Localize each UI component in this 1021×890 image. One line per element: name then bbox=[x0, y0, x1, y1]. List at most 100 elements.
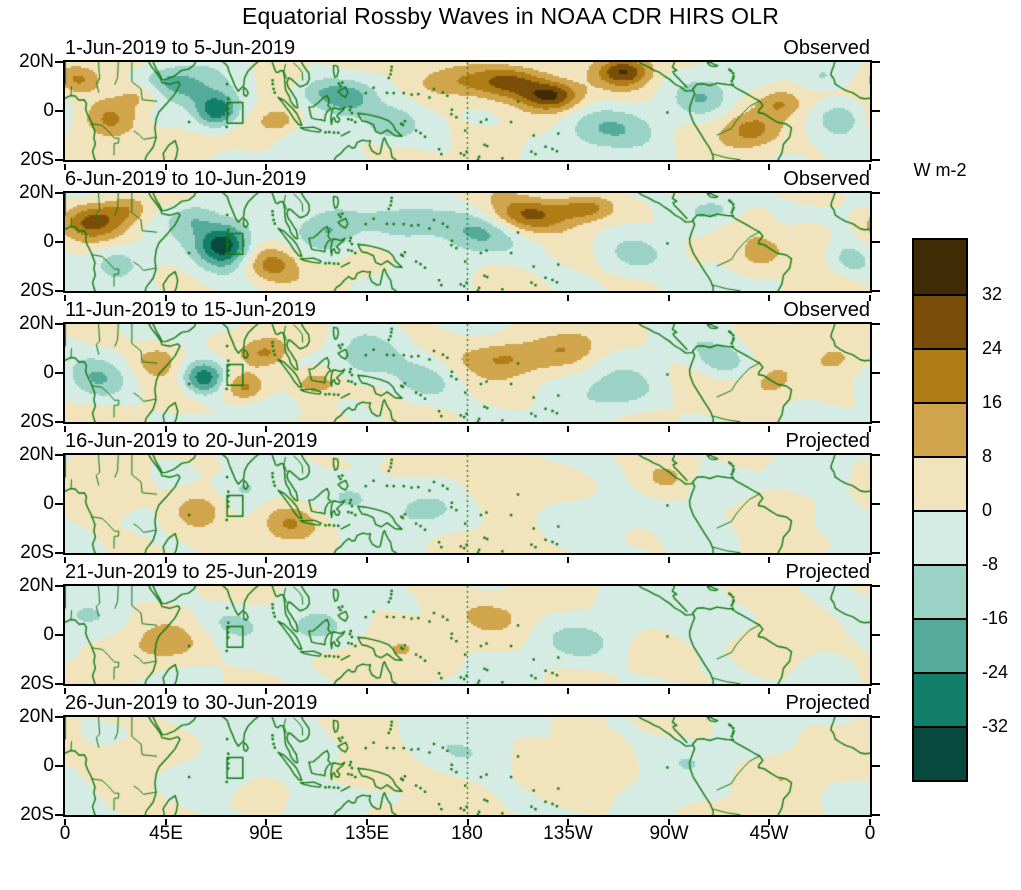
axis-tick bbox=[872, 323, 880, 325]
colorbar-block-7 bbox=[914, 618, 966, 672]
axis-tick bbox=[668, 819, 670, 825]
panel-5: 21-Jun-2019 to 25-Jun-2019 Projected 20N… bbox=[0, 560, 1021, 694]
panel-4-labels: 16-Jun-2019 to 20-Jun-2019 Projected bbox=[65, 429, 870, 453]
axis-tick bbox=[668, 295, 670, 301]
x-tick-label: 180 bbox=[451, 823, 483, 844]
map-frame bbox=[63, 322, 872, 424]
axis-tick bbox=[265, 426, 267, 432]
x-tick-label: 45E bbox=[149, 823, 183, 844]
axis-tick bbox=[872, 372, 880, 374]
axis-tick bbox=[872, 552, 880, 554]
axis-tick bbox=[872, 159, 880, 161]
axis-tick bbox=[265, 688, 267, 694]
panel-5-date-range: 21-Jun-2019 to 25-Jun-2019 bbox=[65, 561, 318, 583]
axis-tick bbox=[869, 295, 871, 301]
axis-tick bbox=[55, 192, 63, 194]
axis-tick bbox=[265, 819, 267, 825]
axis-tick bbox=[55, 454, 63, 456]
axis-tick bbox=[366, 426, 368, 432]
olr-anomaly-map-3 bbox=[65, 324, 870, 422]
x-tick-label: 135W bbox=[543, 823, 593, 844]
panel-2: 6-Jun-2019 to 10-Jun-2019 Observed 20N 0… bbox=[0, 167, 1021, 301]
axis-tick bbox=[872, 241, 880, 243]
axis-tick bbox=[768, 426, 770, 432]
colorbar-block-8 bbox=[914, 672, 966, 726]
y-tick-label-0: 0 bbox=[43, 100, 54, 121]
panel-2-date-range: 6-Jun-2019 to 10-Jun-2019 bbox=[65, 168, 307, 190]
y-tick-label-0: 0 bbox=[43, 362, 54, 383]
olr-anomaly-map-6 bbox=[65, 717, 870, 815]
axis-tick bbox=[366, 295, 368, 301]
axis-tick bbox=[872, 290, 880, 292]
axis-tick bbox=[467, 819, 469, 825]
axis-tick bbox=[872, 192, 880, 194]
axis-tick bbox=[55, 372, 63, 374]
colorbar-tick-label: 8 bbox=[982, 446, 993, 466]
axis-tick bbox=[869, 164, 871, 170]
panel-4-date-range: 16-Jun-2019 to 20-Jun-2019 bbox=[65, 430, 318, 452]
map-frame bbox=[63, 60, 872, 162]
colorbar-tick-label: -24 bbox=[982, 662, 1009, 682]
axis-tick bbox=[567, 688, 569, 694]
panel-6: 26-Jun-2019 to 30-Jun-2019 Projected 20N… bbox=[0, 691, 1021, 825]
y-tick-label-20s: 20S bbox=[20, 673, 54, 694]
y-tick-label-20n: 20N bbox=[19, 182, 54, 203]
x-tick-label: 90E bbox=[249, 823, 283, 844]
axis-tick bbox=[567, 819, 569, 825]
colorbar-tick-label: 32 bbox=[982, 284, 1003, 304]
panel-6-labels: 26-Jun-2019 to 30-Jun-2019 Projected bbox=[65, 691, 870, 715]
colorbar-tick-label: -32 bbox=[982, 716, 1009, 736]
y-tick-label-20n: 20N bbox=[19, 313, 54, 334]
axis-tick bbox=[768, 295, 770, 301]
x-tick-label: 45W bbox=[749, 823, 789, 844]
colorbar-block-3 bbox=[914, 402, 966, 456]
axis-tick bbox=[55, 290, 63, 292]
axis-tick bbox=[869, 688, 871, 694]
axis-tick bbox=[467, 426, 469, 432]
y-tick-label-20n: 20N bbox=[19, 444, 54, 465]
axis-tick bbox=[467, 295, 469, 301]
axis-tick bbox=[64, 557, 66, 563]
y-tick-label-20n: 20N bbox=[19, 51, 54, 72]
colorbar-tick-label: 16 bbox=[982, 392, 1003, 412]
axis-tick bbox=[872, 585, 880, 587]
y-tick-label-0: 0 bbox=[43, 624, 54, 645]
axis-tick bbox=[366, 557, 368, 563]
olr-anomaly-map-5 bbox=[65, 586, 870, 684]
y-tick-label-20s: 20S bbox=[20, 280, 54, 301]
panel-5-status: Projected bbox=[785, 561, 871, 583]
axis-tick bbox=[869, 426, 871, 432]
panel-6-status: Projected bbox=[785, 692, 871, 714]
axis-tick bbox=[64, 164, 66, 170]
colorbar-block-2 bbox=[914, 348, 966, 402]
axis-tick bbox=[869, 557, 871, 563]
panel-1-date-range: 1-Jun-2019 to 5-Jun-2019 bbox=[65, 37, 296, 59]
colorbar-block-9 bbox=[914, 726, 966, 780]
axis-tick bbox=[668, 164, 670, 170]
axis-tick bbox=[55, 61, 63, 63]
x-tick-label: 0 bbox=[59, 823, 71, 844]
axis-tick bbox=[872, 765, 880, 767]
axis-tick bbox=[872, 814, 880, 816]
y-tick-label-20s: 20S bbox=[20, 804, 54, 825]
axis-tick bbox=[872, 716, 880, 718]
axis-tick bbox=[366, 688, 368, 694]
axis-tick bbox=[265, 557, 267, 563]
y-tick-label-20n: 20N bbox=[19, 706, 54, 727]
axis-tick bbox=[768, 557, 770, 563]
axis-tick bbox=[55, 323, 63, 325]
map-frame bbox=[63, 584, 872, 686]
axis-tick bbox=[64, 819, 66, 825]
axis-tick bbox=[55, 503, 63, 505]
axis-tick bbox=[768, 819, 770, 825]
colorbar-block-1 bbox=[914, 294, 966, 348]
panel-1-labels: 1-Jun-2019 to 5-Jun-2019 Observed bbox=[65, 36, 870, 60]
axis-tick bbox=[668, 426, 670, 432]
axis-tick bbox=[768, 688, 770, 694]
axis-tick bbox=[55, 634, 63, 636]
axis-tick bbox=[872, 421, 880, 423]
axis-tick bbox=[55, 585, 63, 587]
panel-3-status: Observed bbox=[783, 299, 870, 321]
axis-tick bbox=[366, 164, 368, 170]
